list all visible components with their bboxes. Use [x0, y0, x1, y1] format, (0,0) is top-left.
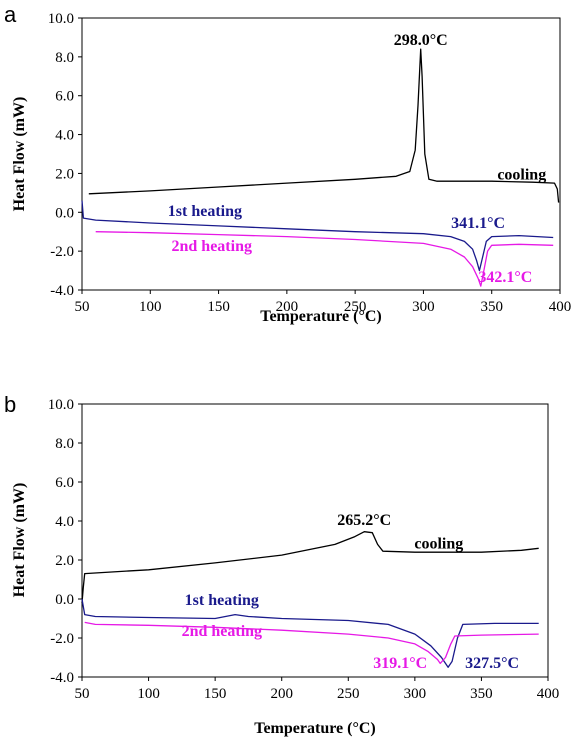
panel-a-label: a — [4, 2, 17, 27]
panel-a-y-tick-label: 4.0 — [55, 128, 74, 144]
panel-a-chart: a 10.0 8.0 6.0 4.0 2.0 0.0 -2.0 -4.0 50 100 150 20… — [4, 2, 571, 325]
panel-b-annotation-cooling: cooling — [414, 535, 463, 552]
panel-a-annotation-342-1-c: 342.1°C — [478, 269, 532, 286]
panel-a-series — [81, 48, 560, 287]
panel-a-annotation-341-1-c: 341.1°C — [451, 215, 505, 232]
panel-a-y-tick-label: -4.0 — [50, 283, 74, 299]
panel-a-x-tick-label: 300 — [412, 299, 435, 315]
panel-b-y-tick-label: 2.0 — [55, 553, 74, 569]
panel-b-series-1st-heating-line — [81, 598, 539, 668]
panel-a-series-2nd-heating-line — [95, 231, 554, 287]
panel-b-y-tick-label: 6.0 — [55, 475, 74, 491]
panel-a-x-tick-label: 100 — [139, 299, 162, 315]
panel-a-annotation-cooling: cooling — [497, 166, 546, 183]
panel-a-series-1st-heating-line — [81, 200, 554, 272]
panel-b-annotation-319-1-c: 319.1°C — [373, 655, 427, 672]
panel-a-annotation-2nd-heating: 2nd heating — [172, 238, 252, 255]
panel-b-y-tick-label: 4.0 — [55, 514, 74, 530]
panel-a-x-tick-label: 50 — [75, 299, 90, 315]
panel-b-x-tick-label: 350 — [470, 686, 493, 702]
panel-a-y-tick-label: -2.0 — [50, 244, 74, 260]
panel-a-x-tick-label: 150 — [207, 299, 230, 315]
panel-b-chart: b 10.0 8.0 6.0 4.0 2.0 0.0 -2.0 -4.0 50 100 150 20… — [4, 392, 559, 737]
panel-a-y-tick-label: 8.0 — [55, 50, 74, 66]
panel-a-series-cooling-line — [88, 48, 560, 203]
panel-b-y-tick-label: -4.0 — [50, 670, 74, 686]
panel-b-x-ticks: 50 100 150 200 250 300 350 400 — [75, 677, 560, 702]
panel-a-x-tick-label: 250 — [344, 299, 367, 315]
panel-b-y-tick-label: 8.0 — [55, 436, 74, 452]
panel-a-annotation-298-0-c: 298.0°C — [394, 32, 448, 49]
panel-b-x-tick-label: 100 — [137, 686, 160, 702]
panel-a-x-tick-label: 350 — [480, 299, 503, 315]
panel-a-y-tick-label: 2.0 — [55, 166, 74, 182]
panel-b-x-tick-label: 400 — [537, 686, 560, 702]
panel-b-y-axis-title: Heat Flow (mW) — [11, 483, 28, 598]
panel-b-x-tick-label: 300 — [404, 686, 427, 702]
panel-b-annotation-1st-heating: 1st heating — [185, 592, 259, 609]
panel-a-annotation-1st-heating: 1st heating — [168, 203, 242, 220]
panel-b-series-2nd-heating-line — [84, 621, 539, 665]
panel-b-y-tick-label: 0.0 — [55, 592, 74, 608]
panel-a-x-axis-title: Temperature (°C) — [260, 308, 381, 325]
panel-b-annotation-327-5-c: 327.5°C — [465, 655, 519, 672]
panel-a-y-tick-label: 10.0 — [48, 11, 74, 27]
panel-b-y-tick-label: 10.0 — [48, 397, 74, 413]
panel-b-x-axis-title: Temperature (°C) — [254, 720, 375, 737]
panel-a-annotations: 298.0°C cooling 1st heating 2nd heating 341.… — [168, 32, 546, 286]
panel-b-series — [81, 531, 539, 668]
panel-b-x-tick-label: 50 — [75, 686, 90, 702]
panel-b-annotation-2nd-heating: 2nd heating — [182, 623, 262, 640]
panel-b-y-tick-label: -2.0 — [50, 631, 74, 647]
panel-b-x-tick-label: 250 — [337, 686, 360, 702]
panel-a-x-tick-label: 400 — [549, 299, 572, 315]
panel-b-y-ticks: 10.0 8.0 6.0 4.0 2.0 0.0 -2.0 -4.0 — [48, 397, 82, 686]
panel-b-label: b — [4, 392, 16, 417]
panel-a-x-tick-label: 200 — [276, 299, 299, 315]
panel-b-annotations: 265.2°C cooling 1st heating 2nd heating 319.… — [182, 512, 519, 672]
panel-b-annotation-265-2-c: 265.2°C — [337, 512, 391, 529]
panel-a-y-tick-label: 6.0 — [55, 89, 74, 105]
panel-a-x-ticks: 50 100 150 200 250 300 350 400 — [75, 290, 572, 315]
panel-a-y-axis-title: Heat Flow (mW) — [11, 97, 28, 212]
panel-b-series-cooling-line — [81, 531, 539, 603]
panel-a-y-tick-label: 0.0 — [55, 205, 74, 221]
panel-b-x-tick-label: 200 — [270, 686, 293, 702]
panel-a-y-ticks: 10.0 8.0 6.0 4.0 2.0 0.0 -2.0 -4.0 — [48, 11, 82, 299]
panel-a-plot-frame — [81, 17, 561, 291]
panel-b-x-tick-label: 150 — [204, 686, 227, 702]
panel-b-plot-frame — [81, 403, 549, 678]
